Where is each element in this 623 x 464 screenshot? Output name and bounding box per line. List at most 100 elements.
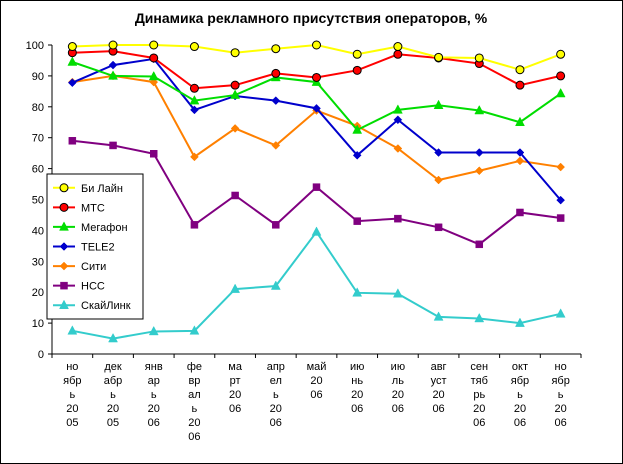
x-tick-label-line: 20 bbox=[229, 389, 241, 401]
data-point bbox=[108, 40, 118, 50]
data-point bbox=[108, 60, 118, 70]
x-tick-label-line: 20 bbox=[351, 389, 363, 401]
x-tick-label-line: ябр bbox=[551, 375, 569, 387]
data-point bbox=[352, 287, 363, 297]
x-tick-label-line: ь bbox=[110, 389, 116, 401]
x-tick-label-line: 20 bbox=[392, 389, 404, 401]
data-point bbox=[515, 80, 525, 90]
data-point bbox=[515, 156, 525, 166]
x-tick-label-line: ь bbox=[69, 389, 75, 401]
series bbox=[67, 40, 566, 75]
data-point bbox=[474, 53, 484, 63]
data-point bbox=[271, 68, 281, 78]
legend-label: Мегафон bbox=[81, 222, 128, 234]
x-tick-label-line: тяб bbox=[471, 375, 488, 387]
data-point bbox=[474, 312, 485, 323]
x-tick-label-line: ал bbox=[188, 389, 201, 401]
data-point bbox=[352, 150, 362, 160]
x-tick-label-line: 20 bbox=[310, 375, 322, 387]
legend-label: МТС bbox=[81, 202, 105, 214]
data-point bbox=[555, 308, 566, 318]
data-point bbox=[59, 242, 69, 251]
data-point bbox=[59, 183, 69, 193]
data-point bbox=[67, 325, 78, 335]
data-point bbox=[393, 144, 403, 153]
data-point bbox=[352, 65, 362, 75]
legend-label: TELE2 bbox=[81, 242, 115, 254]
data-point bbox=[230, 283, 241, 293]
data-point bbox=[475, 240, 484, 249]
x-tick-label-line: ию bbox=[391, 361, 405, 373]
data-point bbox=[515, 65, 525, 75]
x-tick-label-line: 06 bbox=[555, 417, 567, 429]
data-point bbox=[67, 42, 77, 52]
series-layer bbox=[67, 40, 566, 343]
data-point bbox=[556, 71, 566, 81]
legend-label: Сити bbox=[81, 261, 106, 273]
data-point bbox=[474, 148, 484, 157]
x-tick-label-line: ь bbox=[558, 389, 564, 401]
data-point bbox=[515, 148, 525, 157]
data-point bbox=[311, 226, 322, 236]
x-tick-label-line: 20 bbox=[66, 403, 78, 415]
data-point bbox=[474, 104, 485, 115]
data-point bbox=[270, 280, 281, 290]
x-tick-label: окт ябр ь 20 06 bbox=[511, 361, 529, 429]
x-tick-label-line: абр bbox=[104, 375, 123, 387]
x-tick-label-line: сен bbox=[470, 361, 488, 373]
x-tick-label-line: ь bbox=[192, 403, 198, 415]
legend-item: TELE2 bbox=[53, 242, 115, 254]
x-tick-label-line: ма bbox=[228, 361, 243, 373]
series-line bbox=[72, 230, 561, 340]
data-point bbox=[149, 150, 158, 158]
y-tick-label: 40 bbox=[32, 225, 44, 237]
chart-title: Динамика рекламного присутствия оператор… bbox=[135, 10, 488, 26]
x-tick-label-line: 20 bbox=[148, 403, 160, 415]
x-tick-label-line: авг bbox=[431, 361, 447, 373]
data-point bbox=[556, 195, 566, 205]
data-point bbox=[67, 78, 77, 88]
data-point bbox=[109, 141, 117, 150]
series-line bbox=[72, 61, 562, 132]
data-point bbox=[556, 49, 566, 59]
x-tick-label-line: 06 bbox=[270, 417, 282, 429]
x-tick-label-line: но bbox=[66, 361, 78, 373]
x-tick-label-line: янв bbox=[145, 361, 163, 373]
data-point bbox=[515, 116, 525, 126]
x-tick-label-line: 06 bbox=[351, 403, 363, 415]
x-tick-label-line: 05 bbox=[66, 417, 78, 429]
data-point bbox=[353, 217, 361, 225]
x-tick-label-line: нь bbox=[351, 375, 363, 387]
data-point bbox=[434, 223, 443, 232]
data-point bbox=[474, 166, 484, 176]
data-point bbox=[230, 124, 240, 133]
x-tick-label-line: ел bbox=[270, 375, 282, 387]
data-point bbox=[515, 317, 525, 327]
data-point bbox=[434, 52, 444, 62]
y-tick-label: 30 bbox=[32, 256, 44, 268]
x-tick-label: ма рт 20 06 bbox=[228, 361, 243, 415]
x-tick-label-line: рт bbox=[230, 375, 241, 387]
data-point bbox=[67, 56, 78, 66]
data-point bbox=[434, 148, 443, 157]
legend-item: НСС bbox=[53, 281, 105, 293]
axes: 0 10 20 30 40 50 60 70 80 90 100 но ябр ь 20 05 дек абр ь 2… bbox=[26, 40, 582, 443]
x-tick-label-line: ябр bbox=[63, 375, 81, 387]
data-point bbox=[189, 95, 200, 105]
x-tick-label-line: 06 bbox=[514, 417, 526, 429]
y-tick-label: 90 bbox=[32, 71, 44, 83]
data-point bbox=[230, 48, 240, 58]
series bbox=[67, 71, 566, 185]
data-point bbox=[433, 99, 444, 110]
data-point bbox=[190, 105, 199, 115]
x-tick-label: фе вр ал ь 20 06 bbox=[187, 361, 202, 443]
data-point bbox=[434, 175, 443, 185]
data-point bbox=[312, 40, 321, 50]
data-point bbox=[271, 44, 281, 54]
legend-item: Мегафон bbox=[53, 221, 128, 234]
x-tick-label-line: ль bbox=[392, 375, 404, 387]
x-tick-label-line: 20 bbox=[188, 417, 200, 429]
x-tick-label-line: дек bbox=[104, 361, 122, 373]
x-tick-label-line: 20 bbox=[514, 403, 526, 415]
